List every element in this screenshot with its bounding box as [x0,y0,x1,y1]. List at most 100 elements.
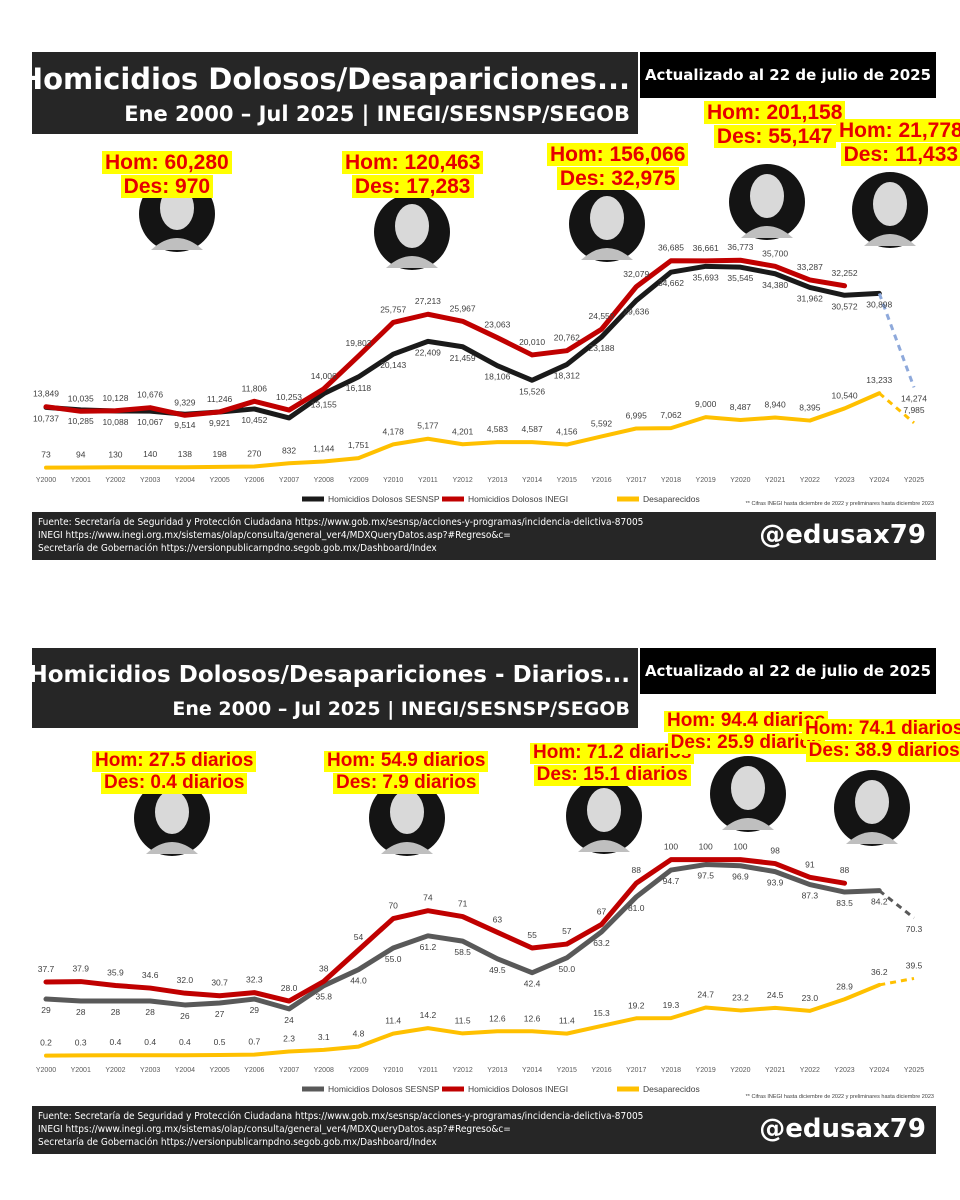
updated-label: Actualizado al 22 de julio de 2025 [640,648,936,694]
annotation-des: Des: 17,283 [351,175,474,199]
data-label: 29 [250,1005,260,1015]
projection-line [879,976,915,987]
annotation-hom: Hom: 74.1 diarios [802,718,960,740]
x-tick-label: Y2018 [661,1067,681,1074]
data-label: 18,312 [554,371,580,381]
data-label: 35,700 [762,248,788,258]
data-label: 0.5 [214,1037,226,1047]
data-label: 270 [247,448,261,458]
data-label: 5,592 [591,418,613,428]
x-tick-label: Y2004 [175,477,195,484]
data-label: 97.5 [697,871,714,881]
data-label: 100 [664,842,678,852]
data-label: 10,737 [33,413,59,423]
data-label: 4,583 [487,424,509,434]
portrait-body [386,256,438,268]
x-tick-label: Y2003 [140,477,160,484]
data-label: 24,559 [589,311,615,321]
source-sspc: Fuente: Secretaría de Seguridad y Protec… [38,517,644,528]
data-label: 4,201 [452,426,474,436]
data-label: 27 [215,1009,225,1019]
data-label: 29,636 [623,307,649,317]
data-label: 3.1 [318,1032,330,1042]
data-label: 4.8 [353,1029,365,1039]
data-label: 10,452 [241,415,267,425]
portrait-body [864,234,916,246]
data-label: 198 [213,449,227,459]
x-tick-label: Y2014 [522,477,542,484]
legend-label: Desaparecidos [643,1084,700,1094]
data-label: 28 [145,1007,155,1017]
data-label: 94 [76,449,86,459]
data-label: 1,144 [313,444,335,454]
data-label: 81.0 [628,903,645,913]
annotation-hom: Hom: 201,158 [704,101,846,125]
data-label: 36,685 [658,243,684,253]
portrait-face [587,788,621,832]
portrait-body [581,248,633,260]
annotation-box: Hom: 156,066 Des: 32,975 [547,142,689,191]
data-label: 10,253 [276,392,302,402]
data-label: 10,035 [68,393,94,403]
source-segob: Secretaría de Gobernación https://versio… [38,1137,437,1148]
data-label: 93.9 [767,878,784,888]
annotation-box: Hom: 74.1 diarios Des: 38.9 diarios [802,718,960,763]
data-label: 15,526 [519,386,545,396]
data-label: 37.9 [72,964,89,974]
data-label: 58.5 [454,947,471,957]
legend-label: Homicidios Dolosos INEGI [468,1084,568,1094]
x-tick-label: Y2015 [557,1067,577,1074]
annotation-box: Hom: 21,778 Des: 11,433 [836,118,960,167]
data-label: 32,252 [832,268,858,278]
data-label: 35.8 [315,992,332,1002]
data-label: 37.7 [38,964,55,974]
data-label: 138 [178,449,192,459]
portrait-body [151,238,203,250]
data-label: 21,459 [450,353,476,363]
data-label: 83.5 [836,898,853,908]
data-label: 19.3 [663,1000,680,1010]
x-tick-label: Y2019 [696,1067,716,1074]
x-tick-label: Y2013 [487,1067,507,1074]
portrait-body [722,818,774,830]
legend-label: Homicidios Dolosos INEGI [468,494,568,504]
x-tick-label: Y2021 [765,477,785,484]
x-tick-label: Y2014 [522,1067,542,1074]
footnote: ** Cifras INEGI hasta diciembre de 2022 … [746,501,934,507]
data-label: 9,000 [695,399,717,409]
panel-annual: Homicidios Dolosos/Desapariciones... Ene… [19,52,960,560]
data-label: 1,751 [348,440,370,450]
data-label: 100 [733,842,747,852]
portrait-body [578,840,630,852]
x-tick-label: Y2006 [244,477,264,484]
data-label: 23.0 [802,993,819,1003]
portrait-face [855,780,889,824]
data-label: 38 [319,963,329,973]
data-label: 9,921 [209,418,231,428]
data-label: 140 [143,449,157,459]
data-label: 20,762 [554,333,580,343]
data-label: 0.4 [144,1037,156,1047]
annotation-des: Des: 55,147 [713,125,836,149]
data-label: 14.2 [420,1010,437,1020]
data-label: 31,962 [797,293,823,303]
data-label: 32.0 [177,975,194,985]
data-label: 13,849 [33,389,59,399]
portrait-body [146,842,198,854]
data-label: 832 [282,445,296,455]
data-label: 30.7 [211,978,228,988]
data-label: 8,940 [764,399,786,409]
data-label: 35.9 [107,968,124,978]
x-tick-label: Y2015 [557,477,577,484]
x-tick-label: Y2024 [869,477,889,484]
series-line [43,263,882,421]
legend-label: Homicidios Dolosos SESNSP [328,1084,440,1094]
title-box: Homicidios Dolosos/Desapariciones... Ene… [19,52,638,134]
data-label: 0.7 [248,1037,260,1047]
title-box: Homicidios Dolosos/Desapariciones - Diar… [28,648,638,728]
portrait-face [750,174,784,218]
data-label: 30,572 [832,301,858,311]
chart-subtitle: Ene 2000 – Jul 2025 | INEGI/SESNSP/SEGOB [124,102,630,126]
data-label: 100 [699,842,713,852]
author-handle: @edusax79 [759,1114,926,1144]
